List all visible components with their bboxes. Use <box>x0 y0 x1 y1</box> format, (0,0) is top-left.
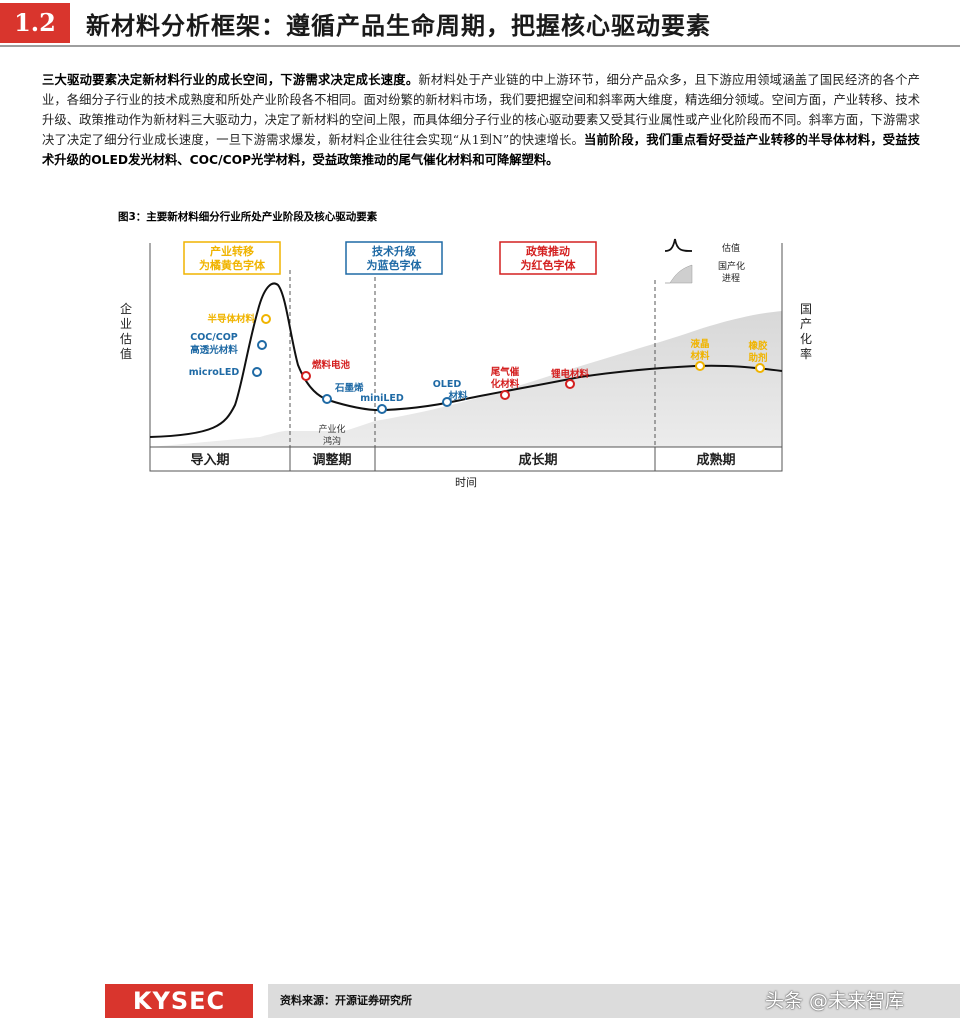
industrialization-area <box>150 311 782 447</box>
svg-text:政策推动: 政策推动 <box>526 244 570 258</box>
label-liquid-crystal-l2: 材料 <box>689 350 710 362</box>
label-semiconductor: 半导体材料 <box>207 313 255 325</box>
svg-text:为红色字体: 为红色字体 <box>521 258 577 272</box>
label-rubber-l1: 橡胶 <box>748 340 768 352</box>
label-high-transmittance: 高透光材料 <box>190 344 238 356</box>
svg-text:估值: 估值 <box>722 242 740 254</box>
label-graphene: 石墨烯 <box>334 382 364 394</box>
legend-industry-transfer: 产业转移 为橘黄色字体 <box>183 241 281 275</box>
label-exhaust-l1: 尾气催 <box>490 366 520 378</box>
figure-caption: 图3：主要新材料细分行业所处产业阶段及核心驱动要素 <box>118 211 378 223</box>
source-note: 资料来源：开源证券研究所 <box>280 994 412 1007</box>
legend-policy-driven: 政策推动 为红色字体 <box>499 241 597 275</box>
y-left-label: 企 业 估 值 <box>120 301 132 361</box>
legend-tech-upgrade: 技术升级 为蓝色字体 <box>345 241 443 275</box>
label-microled: microLED <box>189 367 240 378</box>
footer: KYSEC 资料来源：开源证券研究所 头条 @未来智库 <box>0 490 960 1018</box>
section-number: 1.2 <box>0 3 70 43</box>
svg-text:国产化: 国产化 <box>718 260 745 272</box>
svg-text:率: 率 <box>800 346 812 361</box>
trough-label-line1: 产业化 <box>318 423 345 435</box>
company-logo: KYSEC <box>105 984 253 1018</box>
label-exhaust-l2: 化材料 <box>491 378 520 390</box>
conclusion-sentence: 当前阶段，我们重点看好受益产业转移的半导体材料，受益技术升级的OLED发光材料、… <box>42 133 920 167</box>
marker-graphene <box>322 394 332 404</box>
svg-text:国: 国 <box>800 302 812 316</box>
label-coc-cop: COC/COP <box>190 332 238 343</box>
svg-text:业: 业 <box>120 317 132 331</box>
curve-key: 估值 国产化 进程 <box>664 238 745 284</box>
marker-exhaust-catalyst <box>500 390 510 400</box>
label-miniled: miniLED <box>360 393 404 404</box>
label-lithium-battery: 锂电材料 <box>551 368 590 380</box>
marker-coc-cop <box>257 340 267 350</box>
svg-text:产: 产 <box>800 317 812 331</box>
industrialization-key-icon <box>665 264 693 284</box>
svg-text:为橘黄色字体: 为橘黄色字体 <box>199 258 266 272</box>
phase-growth: 成长期 <box>518 452 557 468</box>
label-liquid-crystal-l1: 液晶 <box>690 338 709 350</box>
svg-text:估: 估 <box>120 332 132 346</box>
marker-liquid-crystal <box>695 361 705 371</box>
phase-bar <box>149 446 783 472</box>
marker-microled <box>252 367 262 377</box>
marker-lithium-battery <box>565 379 575 389</box>
phase-adjustment: 调整期 <box>312 452 351 468</box>
svg-text:技术升级: 技术升级 <box>372 244 417 258</box>
phase-introduction: 导入期 <box>190 453 229 468</box>
body-paragraph: 三大驱动要素决定新材料行业的成长空间，下游需求决定成长速度。新材料处于产业链的中… <box>42 70 920 170</box>
body-text: 新材料处于产业链的中上游环节，细分产品众多，且下游应用领域涵盖了国民经济的各个产… <box>42 73 920 147</box>
marker-oled <box>442 397 452 407</box>
watermark: 头条 @未来智库 <box>765 990 905 1012</box>
x-axis-label: 时间 <box>455 476 477 489</box>
marker-fuel-cell <box>301 371 311 381</box>
label-rubber-l2: 助剂 <box>748 352 767 364</box>
y-right-label: 国 产 化 率 <box>800 302 812 361</box>
lead-sentence: 三大驱动要素决定新材料行业的成长空间，下游需求决定成长速度。 <box>42 73 419 87</box>
marker-miniled <box>377 404 387 414</box>
marker-semiconductor <box>261 314 271 324</box>
header: 1.2 新材料分析框架：遵循产品生命周期，把握核心驱动要素 <box>0 0 960 47</box>
svg-text:值: 值 <box>120 346 132 361</box>
valuation-key-icon <box>664 238 693 252</box>
phase-maturity: 成熟期 <box>696 452 735 468</box>
marker-rubber-additives <box>755 363 765 373</box>
label-fuel-cell: 燃料电池 <box>312 359 351 371</box>
svg-text:为蓝色字体: 为蓝色字体 <box>367 258 423 272</box>
label-oled-material: 材料 <box>447 390 468 402</box>
svg-text:企: 企 <box>120 301 132 316</box>
svg-text:化: 化 <box>800 332 812 346</box>
page-title: 新材料分析框架：遵循产品生命周期，把握核心驱动要素 <box>86 12 711 40</box>
valuation-curve <box>149 282 783 438</box>
svg-text:进程: 进程 <box>722 273 740 284</box>
trough-label-line2: 鸿沟 <box>323 435 341 447</box>
lifecycle-diagram: 导入期 调整期 成长期 成熟期 时间 产业化 鸿沟 企 业 估 值 国 产 化 … <box>120 238 812 489</box>
header-divider <box>0 45 960 47</box>
label-oled: OLED <box>433 379 462 390</box>
svg-text:产业转移: 产业转移 <box>210 244 254 258</box>
